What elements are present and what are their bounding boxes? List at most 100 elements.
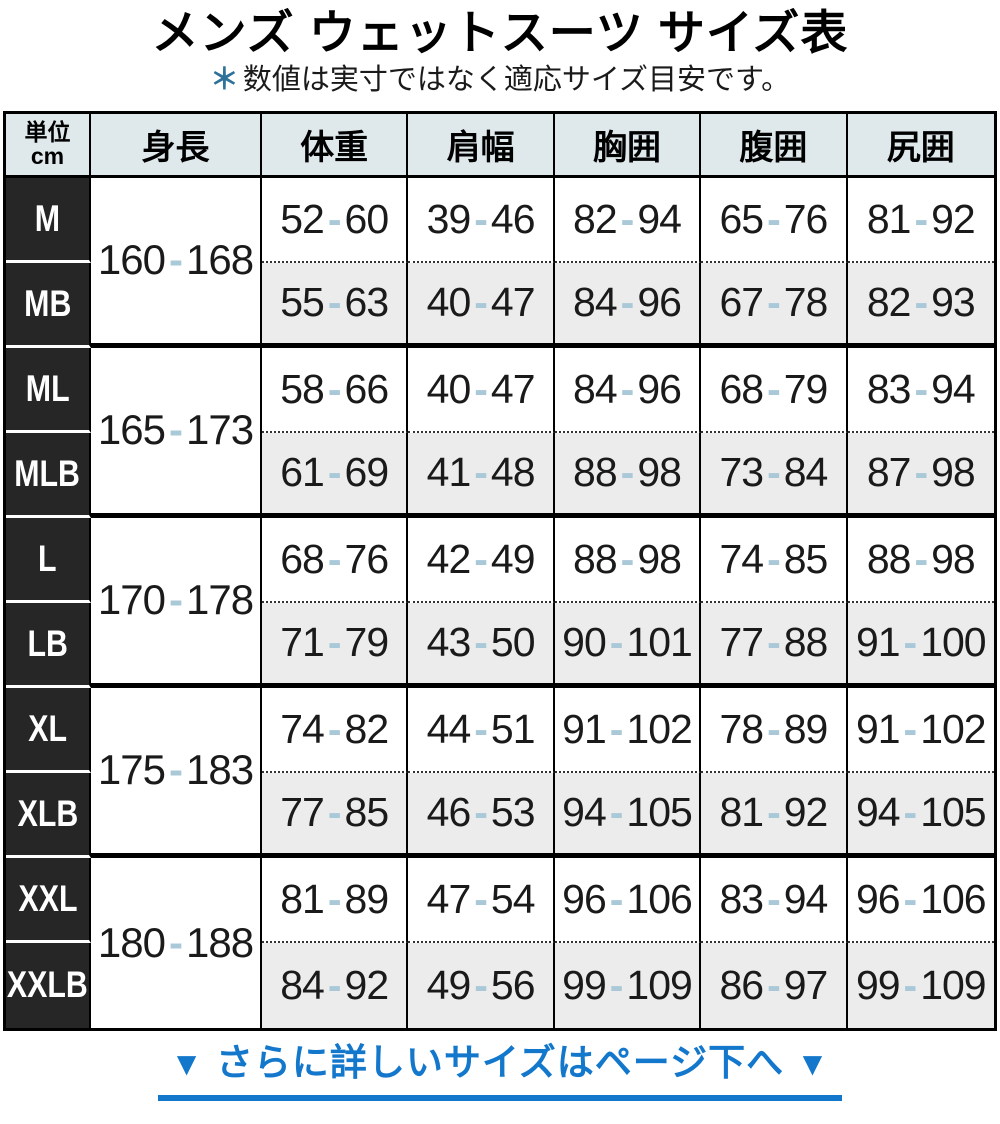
column-header-waist: 腹囲 [701,113,848,178]
range-min: 78 [719,705,764,752]
range-min: 91 [562,705,607,752]
range-dash: - [327,961,342,1008]
range-max: 94 [931,365,976,412]
range-cell: 78-89 [701,687,848,773]
range-min: 46 [426,789,472,836]
range-max: 98 [931,449,976,496]
range-min: 180 [97,918,166,966]
range-dash: - [620,195,635,242]
more-sizes-link[interactable]: ▼ さらに詳しいサイズはページ下へ ▼ [158,1041,842,1101]
range-min: 82 [573,195,618,242]
range-min: 47 [426,875,472,922]
range-dash: - [327,279,342,326]
range-min: 40 [426,279,472,326]
range-dash: - [474,449,488,496]
range-cell: 84-96 [554,262,702,348]
page-title: メンズ ウェットスーツ サイズ表 [151,6,849,59]
range-cell: 77-85 [262,772,409,858]
range-dash: - [620,365,635,412]
range-cell: 86-97 [701,942,848,1028]
range-max: 105 [920,789,986,836]
range-dash: - [767,195,781,242]
column-header-chest: 胸囲 [554,113,702,178]
range-dash: - [169,236,183,284]
range-dash: - [609,619,624,666]
range-max: 60 [344,195,390,242]
range-cell: 84-96 [554,347,702,433]
range-min: 87 [866,449,912,496]
size-label-xxlb: XXLB [6,942,91,1028]
column-header-text: 肩幅 [446,128,515,167]
range-cell: 73-84 [701,432,848,518]
size-label-text: M [34,197,61,239]
range-max: 98 [931,535,976,582]
range-min: 43 [426,619,472,666]
range-cell: 82-93 [847,262,994,348]
range-dash: - [914,279,928,326]
unit-header-line1: 単位 [24,118,71,145]
range-dash: - [914,535,928,582]
column-header-height: 身長 [91,113,262,178]
range-dash: - [903,619,918,666]
range-cell: 68-79 [701,347,848,433]
range-cell: 88-98 [554,432,702,518]
range-cell: 74-85 [701,517,848,603]
range-max: 48 [490,449,536,496]
range-cell: 87-98 [847,432,994,518]
size-label-lb: LB [6,602,91,688]
range-dash: - [609,875,624,922]
size-label-text: LB [27,622,68,664]
range-dash: - [767,789,781,836]
range-max: 183 [186,746,254,794]
range-min: 81 [280,875,325,922]
range-min: 84 [573,365,618,412]
range-cell: 71-79 [262,602,409,688]
range-cell: 88-98 [847,517,994,603]
range-dash: - [903,705,918,752]
range-max: 94 [637,195,682,242]
size-label-text: XL [28,707,67,749]
range-cell: 96-106 [847,857,994,943]
range-dash: - [169,406,183,454]
range-max: 82 [344,705,390,752]
range-cell: 94-105 [554,772,702,858]
range-max: 54 [490,875,536,922]
range-max: 46 [490,195,536,242]
range-min: 81 [719,789,764,836]
size-label-text: XLB [17,792,78,834]
range-dash: - [327,195,342,242]
range-cell: 83-94 [847,347,994,433]
range-min: 49 [426,961,472,1008]
column-header-shoulder: 肩幅 [408,113,555,178]
range-cell: 67-78 [701,262,848,348]
height-range: 160-168 [91,177,262,348]
range-cell: 99-109 [847,942,994,1028]
range-min: 84 [573,279,618,326]
range-dash: - [327,365,342,412]
range-min: 44 [426,705,472,752]
range-max: 100 [920,619,986,666]
range-max: 92 [783,789,829,836]
range-dash: - [327,789,342,836]
range-max: 101 [626,619,692,666]
range-cell: 84-92 [262,942,409,1028]
range-max: 92 [931,195,976,242]
range-min: 99 [855,961,901,1008]
range-cell: 39-46 [408,177,555,263]
size-label-text: XXLB [7,964,88,1006]
range-dash: - [474,961,488,1008]
range-cell: 46-53 [408,772,555,858]
range-max: 85 [783,535,829,582]
size-label-text: MLB [14,452,81,494]
range-dash: - [609,705,624,752]
column-header-text: 身長 [141,128,210,167]
range-min: 65 [719,195,764,242]
range-min: 86 [719,961,764,1008]
range-max: 85 [344,789,390,836]
column-header-text: 体重 [300,128,369,167]
range-max: 79 [783,365,829,412]
range-cell: 91-100 [847,602,994,688]
range-max: 188 [186,918,254,966]
range-dash: - [620,279,635,326]
range-min: 96 [562,875,607,922]
